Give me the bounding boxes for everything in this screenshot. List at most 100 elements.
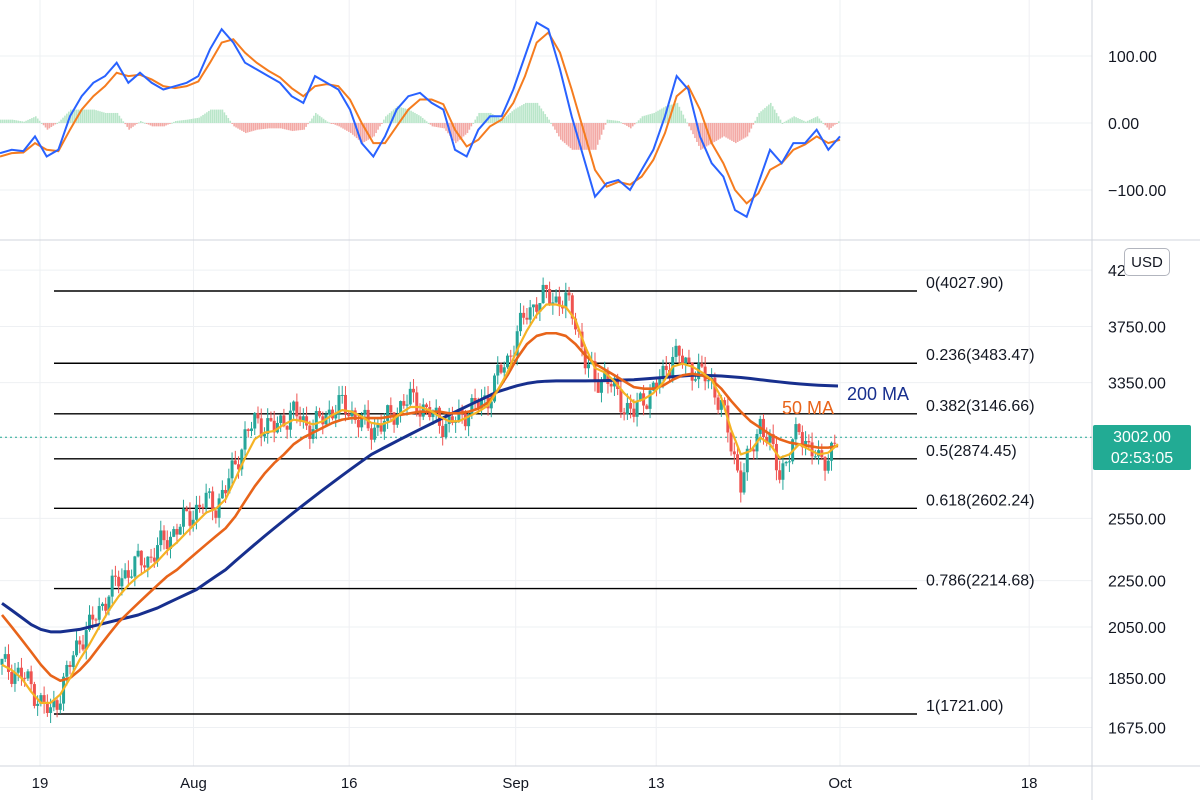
macd-histogram-bar <box>694 123 696 139</box>
macd-histogram-bar <box>680 110 683 123</box>
macd-histogram-bar <box>114 112 117 123</box>
candle-body <box>677 345 681 356</box>
macd-histogram-bar <box>460 123 463 139</box>
macd-histogram-bar <box>239 123 241 130</box>
macd-histogram-bar <box>418 115 420 123</box>
candle-body <box>768 434 772 443</box>
macd-histogram-bar <box>655 111 657 123</box>
macd-histogram-bar <box>425 121 428 123</box>
candle-body <box>457 408 461 421</box>
candle-body <box>285 426 289 430</box>
macd-histogram-bar <box>705 123 708 147</box>
macd-histogram-bar <box>99 111 101 123</box>
macd-histogram-bar <box>715 123 718 141</box>
macd-histogram-bar <box>136 123 138 124</box>
macd-histogram-bar <box>262 123 265 130</box>
macd-histogram-bar <box>793 116 795 123</box>
candle-body <box>65 664 69 677</box>
macd-histogram-bar <box>297 123 300 131</box>
macd-histogram-bar <box>610 120 613 123</box>
candle-body <box>723 400 727 406</box>
macd-histogram-bar <box>773 109 776 123</box>
macd-histogram-bar <box>377 123 379 130</box>
macd-histogram-bar <box>441 123 443 129</box>
macd-histogram-bar <box>480 112 482 123</box>
macd-histogram-bar <box>612 120 615 123</box>
currency-badge[interactable]: USD <box>1124 248 1170 276</box>
macd-histogram-bar <box>536 102 539 123</box>
x-tick-label: 16 <box>341 775 358 792</box>
macd-line <box>0 21 841 219</box>
macd-histogram-bar <box>106 112 109 123</box>
macd-histogram-bar <box>64 115 66 123</box>
macd-histogram-bar <box>491 114 494 123</box>
macd-histogram-bar <box>386 114 389 123</box>
macd-histogram-bar <box>591 123 593 150</box>
candle-body <box>110 575 114 597</box>
macd-histogram-bar <box>60 119 62 123</box>
candle-body <box>463 413 467 427</box>
macd-histogram-bar <box>538 105 541 123</box>
candle-body <box>360 414 364 428</box>
macd-histogram-bar <box>616 120 618 123</box>
macd-histogram-bar <box>138 122 140 124</box>
candle-body <box>690 362 694 381</box>
candle-body <box>78 640 82 645</box>
macd-histogram-bar <box>501 119 504 123</box>
macd-histogram-bar <box>299 123 302 131</box>
macd-histogram-bar <box>373 123 375 137</box>
macd-histogram-bar <box>219 109 222 123</box>
candle-body <box>499 364 503 373</box>
candle-body <box>136 550 140 557</box>
macd-histogram-bar <box>134 123 136 126</box>
macd-histogram-bar <box>198 117 200 123</box>
macd-histogram-bar <box>21 121 23 123</box>
macd-histogram-bar <box>470 123 473 127</box>
macd-histogram-bar <box>256 123 259 130</box>
macd-histogram-bar <box>274 123 276 129</box>
candle-body <box>826 460 830 471</box>
candle-body <box>87 614 91 631</box>
candle-body <box>6 654 10 672</box>
macd-histogram-bar <box>735 123 737 144</box>
candle-body <box>700 363 704 367</box>
candle-body <box>188 511 192 526</box>
macd-histogram-bar <box>23 121 25 123</box>
candle-body <box>583 346 587 369</box>
candle-body <box>318 411 322 417</box>
candle-body <box>230 460 234 479</box>
candle-body <box>143 565 147 568</box>
candle-body <box>204 492 208 509</box>
candle-body <box>778 470 782 480</box>
candle-body <box>350 410 354 417</box>
macd-histogram-bar <box>478 112 480 123</box>
candle-body <box>168 536 172 549</box>
macd-histogram-bar <box>0 119 2 123</box>
macd-histogram-bar <box>1 119 4 123</box>
macd-histogram-bar <box>87 109 90 123</box>
macd-histogram-bar <box>188 119 191 123</box>
macd-histogram-bar <box>141 121 144 123</box>
macd-histogram-bar <box>458 123 461 140</box>
macd-histogram-bar <box>264 123 267 129</box>
macd-y-tick-label: −100.00 <box>1108 183 1166 200</box>
candle-body <box>259 418 263 437</box>
macd-histogram-bar <box>556 123 558 134</box>
macd-histogram-bar <box>202 114 204 123</box>
macd-histogram-bar <box>509 112 512 123</box>
candle-body <box>807 440 811 443</box>
macd-histogram-bar <box>795 117 797 123</box>
macd-histogram-bar <box>276 123 278 129</box>
macd-histogram-bar <box>334 123 337 125</box>
macd-histogram-bar <box>38 120 41 123</box>
macd-histogram-bar <box>315 112 317 123</box>
macd-histogram-bar <box>495 116 498 123</box>
macd-histogram-bar <box>110 112 113 123</box>
macd-histogram-bar <box>213 109 216 123</box>
macd-histogram-bar <box>690 123 692 131</box>
candle-body <box>489 401 493 409</box>
macd-histogram-bar <box>830 123 832 129</box>
macd-histogram-bar <box>149 123 152 126</box>
macd-histogram-bar <box>474 119 477 123</box>
